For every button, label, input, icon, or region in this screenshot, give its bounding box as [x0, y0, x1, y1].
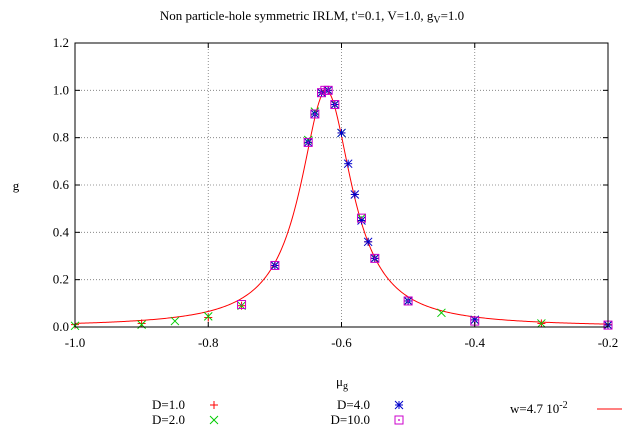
x-tick-label: -1.0 — [65, 335, 86, 350]
legend-label-fit: w=4.7 10-2 — [510, 400, 568, 416]
data-point-d-2-0 — [203, 311, 213, 321]
y-tick-label: 0.0 — [53, 319, 69, 334]
data-point-d-10-0 — [237, 300, 247, 310]
data-point-d-10-0 — [303, 137, 313, 147]
x-tick-label: -0.2 — [598, 335, 619, 350]
y-axis-label: g — [13, 178, 20, 193]
legend-marker — [209, 415, 219, 425]
data-point-d-4-0 — [337, 128, 346, 138]
legend-marker — [394, 415, 404, 425]
legend: D=1.0D=2.0 D=4.0D=10.0 w=4.7 10-2 — [152, 397, 622, 427]
data-point-d-2-0 — [437, 308, 446, 318]
data-point-d-10-0 — [370, 253, 380, 263]
x-axis-label: μg — [336, 374, 348, 392]
data-point-d-1-0 — [204, 313, 213, 322]
data-point-d-10-0 — [403, 296, 413, 306]
data-point-d-10-0 — [310, 109, 320, 119]
data-point-d-10-0 — [323, 85, 333, 95]
x-tick-label: -0.6 — [331, 335, 352, 350]
chart-title: Non particle-hole symmetric IRLM, t'=0.1… — [160, 8, 464, 26]
data-point-d-2-0 — [170, 316, 180, 326]
axis-ticks: -1.0 -0.8 -0.6 -0.4 -0.2 0.0 0.2 0.4 0.6 0.8 1.0 1.… — [53, 35, 619, 350]
x-tick-label: -0.8 — [198, 335, 219, 350]
y-tick-label: 0.2 — [53, 272, 69, 287]
data-point-d-4-0 — [343, 159, 353, 169]
grid — [75, 43, 608, 327]
y-tick-label: 0.4 — [53, 224, 70, 239]
x-tick-label: -0.4 — [464, 335, 485, 350]
y-tick-label: 0.8 — [53, 130, 69, 145]
y-tick-label: 1.2 — [53, 35, 69, 50]
legend-label: D=10.0 — [331, 412, 370, 427]
data-point-d-10-0 — [356, 213, 366, 223]
data-point-d-10-0 — [270, 260, 280, 270]
legend-marker — [210, 401, 218, 409]
y-tick-label: 0.6 — [53, 177, 70, 192]
y-tick-label: 1.0 — [53, 82, 69, 97]
data-point-d-10-0 — [317, 88, 327, 98]
legend-label: D=4.0 — [337, 397, 370, 412]
data-point-d-2-0 — [537, 319, 546, 328]
data-marks — [70, 85, 613, 331]
data-point-d-4-0 — [350, 190, 360, 199]
data-point-d-1-0 — [137, 319, 146, 328]
data-point-d-10-0 — [330, 100, 340, 110]
legend-label: D=1.0 — [152, 397, 185, 412]
data-point-d-4-0 — [363, 237, 373, 247]
legend-marker — [394, 400, 404, 410]
legend-label: D=2.0 — [152, 412, 185, 427]
